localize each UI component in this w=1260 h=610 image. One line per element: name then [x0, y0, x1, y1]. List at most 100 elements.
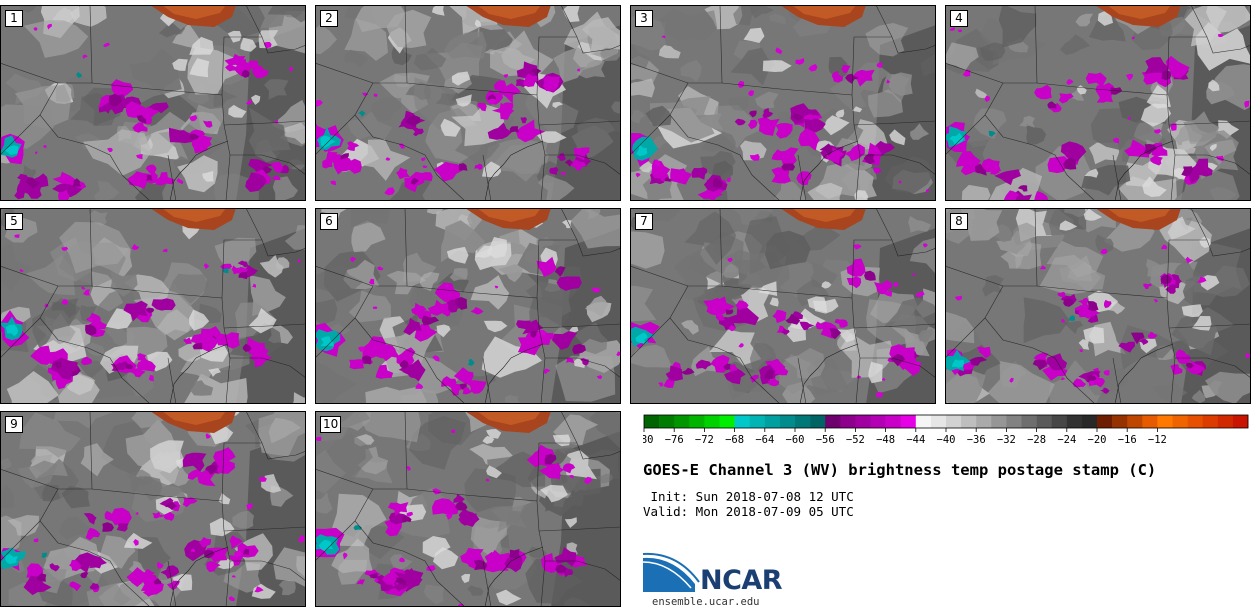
cloud-texture — [42, 485, 61, 502]
convection-core — [35, 573, 47, 582]
cloud-texture — [491, 504, 527, 533]
bright-cloud — [209, 517, 235, 537]
cloud-texture — [537, 174, 575, 201]
cloud-texture — [177, 155, 218, 193]
convection-core — [829, 328, 842, 340]
cloud-texture — [945, 311, 975, 344]
colorbar-swatch — [976, 415, 992, 428]
state-border — [630, 317, 671, 359]
bright-cloud — [1140, 103, 1172, 127]
convection-speck — [87, 317, 93, 322]
convection-speck — [922, 243, 928, 248]
colorbar-swatch — [1051, 415, 1068, 428]
colorbar-swatch — [1036, 415, 1052, 428]
convection-speck — [658, 382, 664, 387]
cloud-texture — [23, 20, 89, 58]
convection-magenta — [487, 122, 512, 140]
cloud-texture — [1026, 123, 1046, 145]
convection-speck — [432, 488, 442, 495]
panel-8: 8 — [945, 208, 1251, 404]
colorbar-swatch — [1112, 415, 1128, 428]
convection-magenta — [796, 171, 812, 186]
cloud-texture — [1015, 242, 1042, 270]
convection-magenta — [137, 353, 148, 362]
panel-9: 9 — [0, 411, 306, 607]
convection-speck — [1154, 129, 1162, 134]
satellite-map — [315, 5, 621, 201]
bright-cloud — [215, 557, 237, 570]
convection-speck — [136, 154, 143, 160]
convection-speck — [596, 375, 603, 379]
convection-speck — [1061, 319, 1065, 323]
convection-magenta — [229, 554, 245, 566]
convection-magenta — [199, 537, 211, 548]
convection-magenta — [695, 359, 712, 370]
convection-speck — [795, 58, 805, 65]
cloud-texture — [908, 216, 932, 233]
cloud-texture — [728, 96, 749, 111]
convection-core — [401, 516, 412, 523]
cloud-texture — [159, 462, 191, 487]
state-border — [315, 468, 374, 490]
cold-top-teal — [468, 358, 475, 366]
colorbar-tick-label: −72 — [695, 434, 714, 446]
convection-speck — [543, 368, 551, 375]
warm-region-core — [792, 208, 856, 222]
convection-core — [1047, 101, 1057, 109]
convection-speck — [1170, 123, 1177, 131]
panel-number: 10 — [320, 416, 342, 433]
panel-5: 5 — [0, 208, 306, 404]
colorbar-tick-label: −24 — [1057, 434, 1076, 446]
warm-region-core — [477, 5, 541, 19]
convection-magenta — [1104, 299, 1112, 309]
warm-region-core — [162, 5, 226, 19]
convection-magenta — [556, 276, 582, 291]
ncar-logo-icon — [643, 552, 700, 592]
convection-magenta — [566, 357, 575, 363]
convection-core — [340, 153, 349, 160]
convection-magenta — [728, 364, 738, 372]
convection-speck — [1218, 33, 1224, 38]
cloud-texture — [190, 380, 214, 396]
convection-speck — [882, 378, 886, 381]
convection-speck — [738, 80, 745, 89]
convection-magenta — [762, 108, 774, 119]
colorbar-swatch — [1217, 415, 1234, 428]
bright-cloud — [758, 281, 778, 296]
cloud-texture — [51, 298, 79, 319]
convection-magenta — [873, 167, 882, 174]
state-border — [230, 154, 306, 176]
cloud-texture — [350, 208, 390, 228]
convection-speck — [661, 35, 666, 39]
convection-magenta — [691, 167, 708, 180]
cloud-texture — [61, 486, 90, 509]
convection-speck — [61, 246, 69, 251]
cloud-texture — [272, 176, 298, 201]
satellite-map — [0, 208, 306, 404]
colorbar-tick-label: −28 — [1027, 434, 1046, 446]
convection-magenta — [977, 346, 991, 359]
convection-magenta — [1072, 378, 1087, 388]
convection-magenta — [960, 157, 982, 176]
colorbar-swatch — [991, 415, 1007, 428]
convection-magenta — [462, 386, 473, 395]
state-border — [1190, 5, 1208, 38]
cloud-texture — [581, 17, 621, 55]
state-border — [1166, 239, 1251, 299]
bright-cloud — [461, 574, 471, 584]
convection-magenta — [245, 172, 267, 193]
convection-magenta — [543, 462, 564, 480]
convection-magenta — [248, 158, 274, 174]
convection-magenta — [215, 332, 240, 349]
cloud-texture — [680, 60, 702, 82]
cloud-texture — [504, 394, 521, 404]
cold-top-teal — [75, 71, 82, 78]
convection-core — [975, 163, 987, 176]
state-border — [560, 208, 578, 241]
state-border — [230, 357, 306, 379]
state-border — [630, 62, 689, 84]
convection-core — [72, 178, 82, 188]
convection-speck — [957, 29, 962, 33]
colorbar-tick-label: −48 — [876, 434, 895, 446]
bright-cloud — [208, 368, 221, 377]
